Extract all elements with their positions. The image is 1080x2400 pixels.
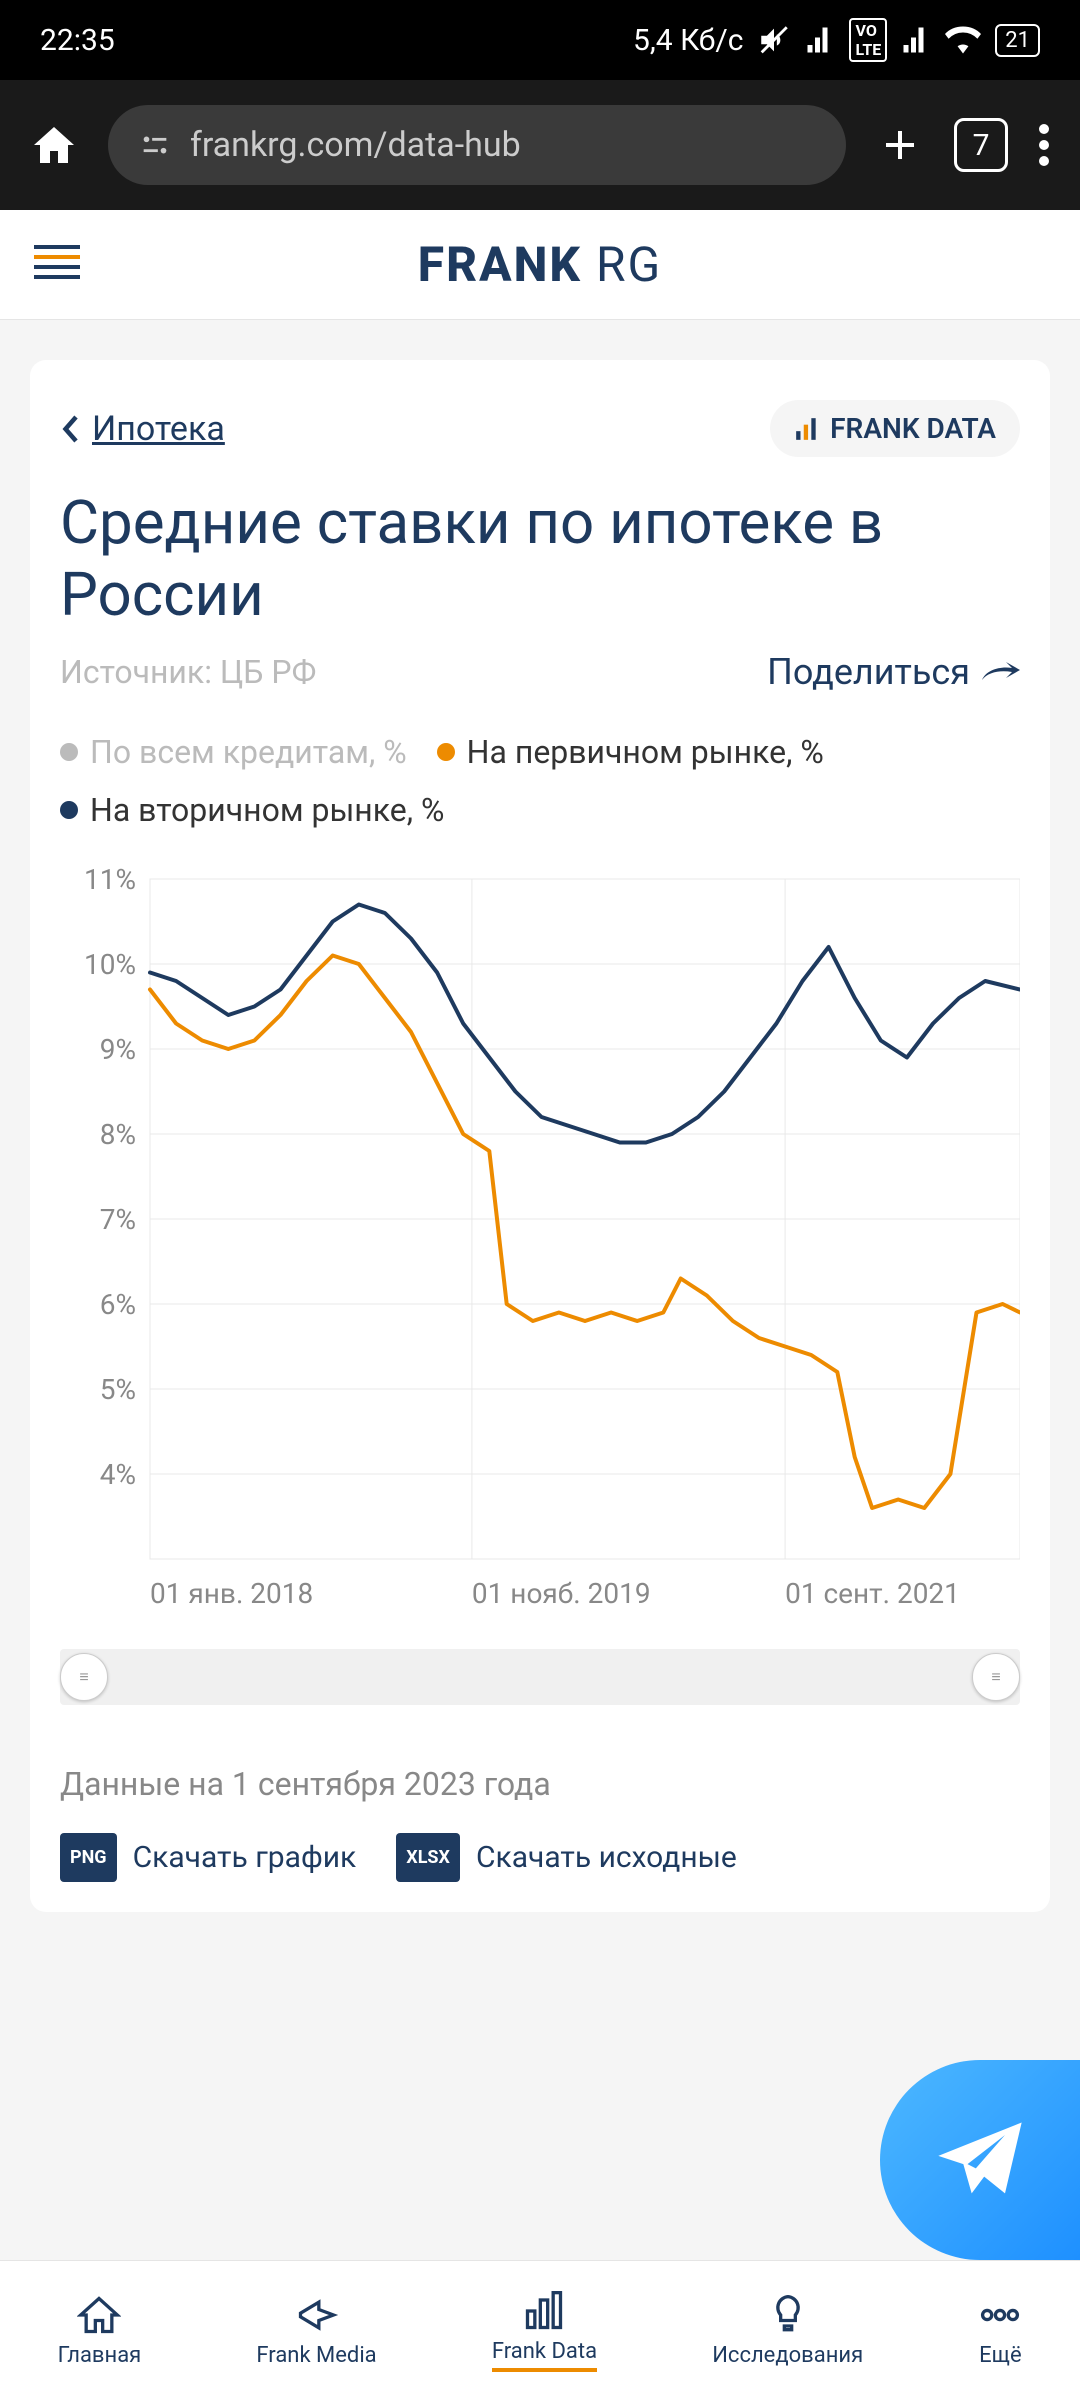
svg-text:8%: 8% [100,1118,136,1151]
chart-legend: По всем кредитам, % На первичном рынке, %… [60,733,1020,829]
nav-item-2[interactable]: Frank Data [492,2289,597,2372]
nav-icon [522,2289,566,2333]
signal-icon-2 [901,25,931,55]
svg-text:01 янв. 2018: 01 янв. 2018 [150,1577,313,1610]
hamburger-icon[interactable] [30,241,84,289]
badge-text: FRANK DATA [830,412,996,445]
site-logo[interactable]: FRANK RG [418,236,662,293]
nav-item-3[interactable]: Исследования [712,2293,863,2368]
svg-text:11%: 11% [84,863,136,896]
mute-icon [757,23,791,57]
svg-text:5%: 5% [100,1373,136,1406]
tab-count[interactable]: 7 [954,118,1008,172]
nav-icon [766,2293,810,2337]
nav-label: Главная [58,2343,142,2368]
nav-label: Frank Data [492,2339,597,2364]
browser-menu-icon[interactable] [1038,121,1050,169]
legend-label: По всем кредитам, % [90,733,407,771]
battery-indicator: 21 [995,24,1040,57]
download-xlsx-label: Скачать исходные [476,1840,737,1875]
breadcrumb[interactable]: Ипотека [60,409,225,449]
nav-item-4[interactable]: Ещё [978,2293,1022,2368]
legend-item[interactable]: По всем кредитам, % [60,733,407,771]
legend-dot-icon [60,743,78,761]
new-tab-icon[interactable] [876,121,924,169]
telegram-fab[interactable] [880,2060,1080,2260]
site-header: FRANK RG [0,210,1080,320]
chart-svg: 4% 5% 6% 7% 8% 9% 10% 11% 01 янв. 2018 01 нояб. 2… [60,859,1020,1639]
xlsx-badge: XLSX [396,1833,460,1882]
browser-bar: frankrg.com/data-hub 7 [0,80,1080,210]
source-text: Источник: ЦБ РФ [60,653,316,691]
svg-text:10%: 10% [84,948,136,981]
scrub-handle-right[interactable]: ≡ [972,1653,1020,1701]
svg-text:01 нояб. 2019: 01 нояб. 2019 [472,1577,651,1610]
nav-label: Frank Media [256,2343,376,2368]
nav-icon [295,2293,339,2337]
breadcrumb-text: Ипотека [92,409,225,449]
volte-icon: VOLTE [849,18,887,62]
legend-label: На первичном рынке, % [467,733,824,771]
site-settings-icon [138,128,172,162]
nav-label: Ещё [979,2343,1022,2368]
frank-data-badge[interactable]: FRANK DATA [770,400,1020,457]
nav-item-1[interactable]: Frank Media [256,2293,376,2368]
downloads-row: PNG Скачать график XLSX Скачать исходные [60,1833,1020,1882]
chart-icon [794,416,820,442]
scrub-handle-left[interactable]: ≡ [60,1653,108,1701]
signal-icon [805,25,835,55]
status-speed: 5,4 Кб/с [633,23,743,58]
nav-icon [77,2293,121,2337]
bottom-nav: Главная Frank Media Frank Data Исследования… [0,2260,1080,2400]
legend-dot-icon [437,743,455,761]
nav-icon [978,2293,1022,2337]
share-icon [980,657,1020,687]
download-png-button[interactable]: PNG Скачать график [60,1833,356,1882]
svg-text:7%: 7% [100,1203,136,1236]
download-png-label: Скачать график [133,1840,357,1875]
home-icon[interactable] [30,121,78,169]
nav-item-0[interactable]: Главная [58,2293,142,2368]
legend-label: На вторичном рынке, % [90,791,444,829]
png-badge: PNG [60,1833,117,1882]
nav-label: Исследования [712,2343,863,2368]
legend-item[interactable]: На первичном рынке, % [437,733,824,771]
data-timestamp: Данные на 1 сентября 2023 года [60,1765,1020,1803]
chevron-left-icon [60,414,80,444]
url-bar[interactable]: frankrg.com/data-hub [108,105,846,185]
share-button[interactable]: Поделиться [767,651,1020,693]
svg-text:4%: 4% [100,1458,136,1491]
legend-dot-icon [60,801,78,819]
wifi-icon [945,22,981,58]
content-card: Ипотека FRANK DATA Средние ставки по ипо… [30,360,1050,1912]
svg-text:6%: 6% [100,1288,136,1321]
url-text: frankrg.com/data-hub [190,125,521,165]
chart-scrubber[interactable]: ≡ ≡ [60,1649,1020,1705]
status-bar: 22:35 5,4 Кб/с VOLTE 21 [0,0,1080,80]
page-title: Средние ставки по ипотеке в России [60,487,1020,631]
status-time: 22:35 [40,23,115,58]
svg-text:01 сент. 2021: 01 сент. 2021 [785,1577,960,1610]
share-label: Поделиться [767,651,970,693]
chart[interactable]: 4% 5% 6% 7% 8% 9% 10% 11% 01 янв. 2018 01 нояб. 2… [60,859,1020,1639]
telegram-icon [930,2110,1030,2210]
legend-item[interactable]: На вторичном рынке, % [60,791,444,829]
svg-text:9%: 9% [100,1033,136,1066]
download-xlsx-button[interactable]: XLSX Скачать исходные [396,1833,737,1882]
